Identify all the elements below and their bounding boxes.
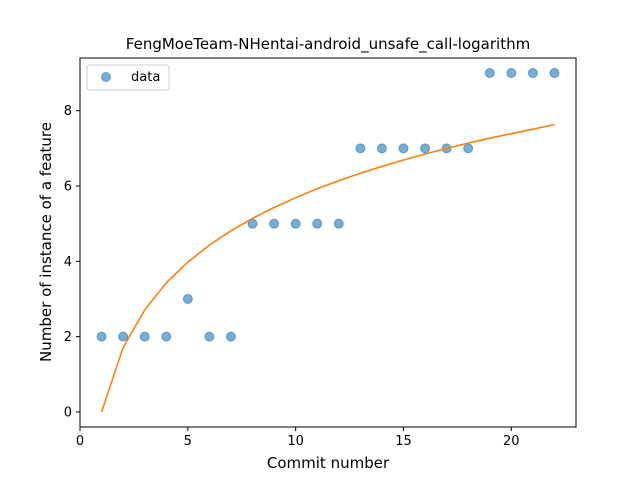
legend-label-data: data [131, 70, 160, 85]
y-axis-label: Number of instance of a feature [37, 122, 55, 362]
legend: data [86, 64, 170, 91]
x-tick-label: 15 [395, 434, 412, 449]
legend-marker [101, 72, 111, 82]
data-point [420, 143, 431, 154]
data-point [463, 143, 474, 154]
data-point [182, 293, 193, 304]
data-point [161, 331, 172, 342]
data-point [484, 68, 495, 79]
x-tick-label: 0 [76, 434, 84, 449]
data-point [269, 218, 280, 229]
data-point [355, 143, 366, 154]
plot-frame [79, 57, 577, 428]
x-tick-label: 10 [287, 434, 304, 449]
x-axis: 0 5 10 15 20 [76, 427, 520, 449]
data-point [96, 331, 107, 342]
data-point [333, 218, 344, 229]
data-point [118, 331, 129, 342]
x-tick-label: 5 [184, 434, 192, 449]
data-point [398, 143, 409, 154]
y-tick-label: 4 [64, 255, 72, 270]
data-point [549, 68, 560, 79]
data-point [225, 331, 236, 342]
x-axis-label: Commit number [267, 454, 390, 472]
data-point [204, 331, 215, 342]
chart-title: FengMoeTeam-NHentai-android_unsafe_call-… [126, 35, 530, 54]
data-point [506, 68, 517, 79]
fit-line [100, 123, 555, 413]
y-tick-label: 0 [64, 405, 72, 420]
data-point [290, 218, 301, 229]
x-tick-label: 20 [503, 434, 520, 449]
data-point [139, 331, 150, 342]
y-tick-label: 2 [64, 330, 72, 345]
data-point [312, 218, 323, 229]
y-axis: 0 2 4 6 8 [64, 104, 80, 420]
plot-area [96, 68, 560, 413]
data-point [527, 68, 538, 79]
legend-box [86, 64, 170, 91]
data-point [376, 143, 387, 154]
y-tick-label: 6 [64, 180, 72, 195]
y-tick-label: 8 [64, 104, 72, 119]
